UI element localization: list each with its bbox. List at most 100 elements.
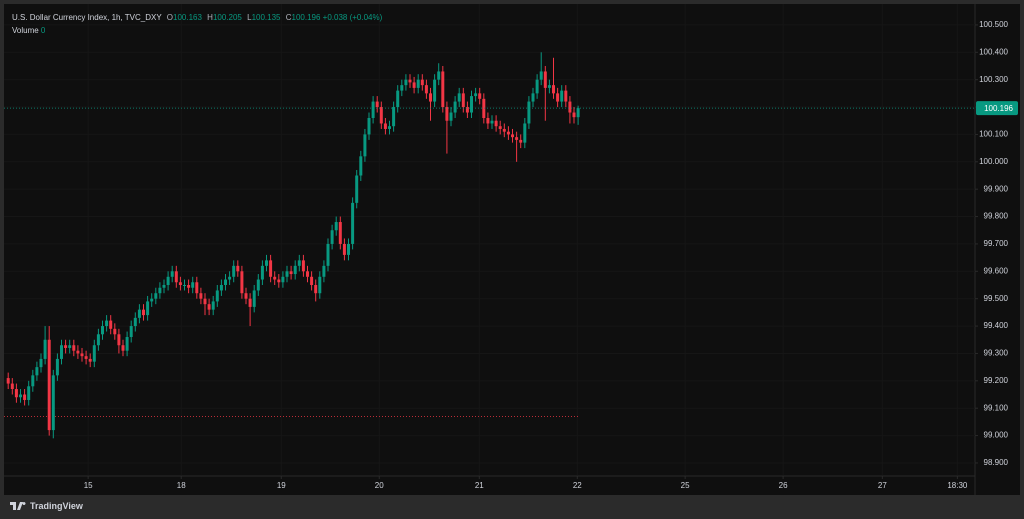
- y-tick-label: 100.100: [979, 130, 1008, 139]
- candle-body: [101, 326, 105, 335]
- candle-body: [494, 120, 498, 127]
- candle-body: [334, 222, 338, 231]
- candle-body: [244, 293, 248, 299]
- candle-body: [76, 350, 80, 354]
- volume-row: Volume 0: [12, 24, 382, 37]
- ohlc-value: 100.163: [173, 13, 202, 22]
- y-tick-label: 99.700: [984, 239, 1009, 248]
- candle-body: [178, 282, 182, 285]
- candle-body: [359, 156, 363, 176]
- candle-body: [424, 85, 428, 94]
- candle-body: [416, 79, 420, 88]
- candle-body: [318, 276, 322, 294]
- candle-body: [564, 90, 568, 102]
- candle-body: [285, 271, 289, 277]
- candle-body: [396, 90, 400, 108]
- candle-body: [437, 71, 441, 80]
- x-tick-label: 27: [878, 481, 887, 490]
- candle-body: [363, 134, 367, 157]
- candle-body: [232, 265, 236, 277]
- candle-body: [539, 71, 543, 80]
- volume-label: Volume: [12, 26, 39, 35]
- candle-body: [224, 279, 228, 285]
- candle-body: [183, 285, 187, 286]
- candle-body: [64, 345, 68, 348]
- candle-body: [252, 290, 256, 307]
- candle-body: [301, 260, 305, 272]
- y-tick-label: 99.300: [984, 349, 1009, 358]
- candle-body: [457, 93, 461, 102]
- candle-body: [531, 93, 535, 102]
- candle-body: [166, 276, 170, 285]
- candle-body: [27, 386, 31, 400]
- symbol-title: U.S. Dollar Currency Index, 1h, TVC_DXY: [12, 13, 162, 22]
- x-tick-label: 18: [177, 481, 186, 490]
- candle-body: [154, 293, 158, 299]
- candle-body: [10, 383, 14, 390]
- candle-body: [35, 367, 39, 376]
- legend-row: U.S. Dollar Currency Index, 1h, TVC_DXY …: [12, 11, 382, 24]
- ohlc-prefix: O: [166, 13, 174, 22]
- ohlc-prefix: H: [207, 13, 213, 22]
- candle-body: [289, 271, 293, 275]
- y-tick-label: 99.500: [984, 294, 1009, 303]
- candle-body: [388, 126, 392, 129]
- candle-body: [429, 93, 433, 102]
- candle-body: [187, 285, 191, 288]
- x-tick-label: 20: [375, 481, 384, 490]
- candle-body: [191, 282, 195, 288]
- chart-background: [4, 4, 1020, 495]
- candle-body: [547, 85, 551, 88]
- candle-body: [273, 276, 277, 280]
- candle-body: [277, 279, 281, 283]
- candle-body: [433, 79, 437, 102]
- candle-body: [92, 345, 96, 362]
- candle-body: [240, 271, 244, 294]
- y-tick-label: 99.900: [984, 184, 1009, 193]
- candle-body: [527, 101, 531, 124]
- candle-body: [199, 293, 203, 299]
- candle-body: [113, 328, 117, 335]
- candle-body: [326, 243, 330, 266]
- candle-body: [449, 112, 453, 121]
- candle-body: [96, 334, 100, 346]
- candle-body: [68, 345, 72, 348]
- candle-body: [60, 345, 64, 359]
- candle-body: [572, 112, 576, 118]
- candle-body: [314, 285, 318, 294]
- candle-body: [31, 375, 35, 387]
- candle-body: [125, 337, 129, 351]
- candle-body: [121, 345, 125, 351]
- candle-body: [43, 339, 47, 359]
- candle-body: [498, 126, 502, 129]
- last-price-tag: [976, 101, 1018, 116]
- candle-body: [375, 101, 379, 108]
- candle-body: [412, 82, 416, 88]
- candle-body: [342, 243, 346, 255]
- ohlc-value: 100.205: [212, 13, 242, 22]
- y-tick-label: 99.400: [984, 321, 1009, 330]
- ohlc-value: 100.135: [251, 13, 281, 22]
- candle-body: [207, 304, 211, 310]
- candle-body: [260, 265, 264, 280]
- candle-body: [453, 101, 457, 113]
- candle-body: [137, 309, 141, 318]
- candle-body: [506, 131, 510, 135]
- x-tick-label: 21: [475, 481, 484, 490]
- change: +0.038 (+0.04%): [322, 13, 383, 22]
- candle-body: [150, 298, 154, 302]
- candle-body: [142, 309, 146, 316]
- candle-body: [556, 93, 560, 102]
- candle-body: [133, 317, 137, 327]
- brand[interactable]: TradingView: [10, 501, 83, 511]
- ohlc-prefix: L: [247, 13, 252, 22]
- candle-body: [265, 260, 269, 266]
- y-tick-label: 99.600: [984, 266, 1009, 275]
- candle-body: [170, 271, 174, 277]
- candle-body: [474, 93, 478, 97]
- brand-logo: [10, 502, 26, 510]
- candle-body: [441, 71, 445, 108]
- candle-body: [129, 326, 133, 338]
- candle-body: [322, 265, 326, 277]
